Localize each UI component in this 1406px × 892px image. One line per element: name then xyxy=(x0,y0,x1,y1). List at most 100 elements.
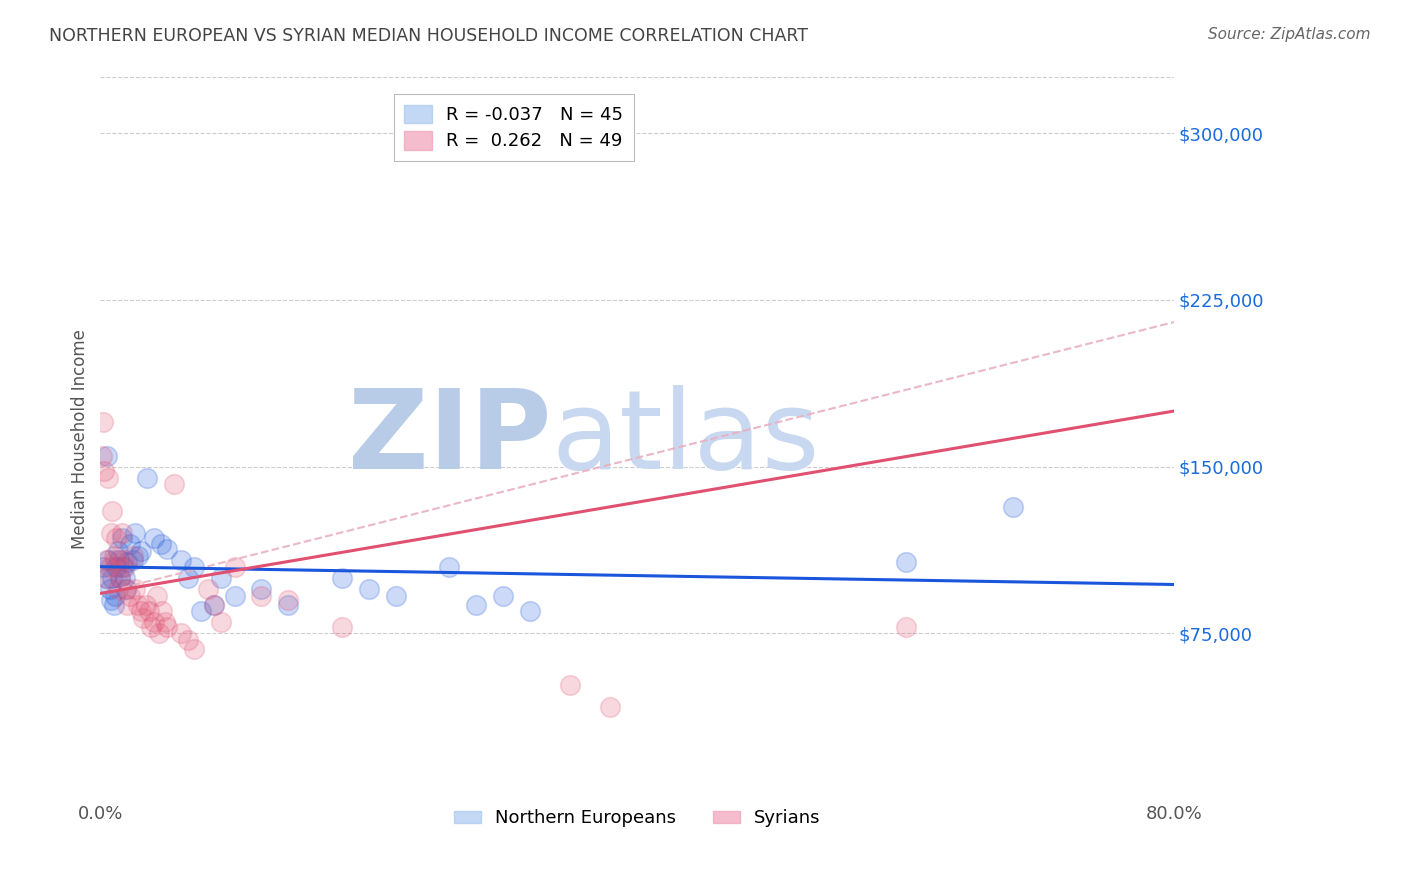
Point xyxy=(111,526,134,541)
Point xyxy=(599,699,621,714)
Point xyxy=(115,555,138,569)
Point xyxy=(894,555,917,569)
Point xyxy=(156,541,179,556)
Point xyxy=(150,604,173,618)
Point xyxy=(118,589,141,603)
Point xyxy=(204,598,226,612)
Point xyxy=(190,604,212,618)
Point xyxy=(110,571,132,585)
Point xyxy=(91,559,114,574)
Point xyxy=(138,604,160,618)
Point xyxy=(465,598,488,612)
Point xyxy=(127,549,149,563)
Point xyxy=(250,582,273,596)
Point xyxy=(94,553,117,567)
Point xyxy=(136,471,159,485)
Point xyxy=(141,620,163,634)
Point xyxy=(97,471,120,485)
Point xyxy=(121,553,143,567)
Point xyxy=(156,620,179,634)
Point xyxy=(101,504,124,518)
Point xyxy=(143,615,166,630)
Point xyxy=(129,604,152,618)
Point xyxy=(439,559,461,574)
Point xyxy=(91,415,114,429)
Point xyxy=(100,593,122,607)
Point xyxy=(153,615,176,630)
Legend: Northern Europeans, Syrians: Northern Europeans, Syrians xyxy=(447,802,828,835)
Point xyxy=(96,571,118,585)
Point xyxy=(104,589,127,603)
Point xyxy=(93,464,115,478)
Point xyxy=(127,598,149,612)
Point xyxy=(90,449,112,463)
Point xyxy=(135,598,157,612)
Point xyxy=(110,571,132,585)
Point xyxy=(277,598,299,612)
Point xyxy=(115,582,138,596)
Point xyxy=(124,582,146,596)
Point xyxy=(170,626,193,640)
Point xyxy=(204,598,226,612)
Point xyxy=(197,582,219,596)
Point xyxy=(111,531,134,545)
Point xyxy=(224,589,246,603)
Point xyxy=(143,531,166,545)
Point xyxy=(114,571,136,585)
Point xyxy=(114,559,136,574)
Point xyxy=(96,449,118,463)
Point xyxy=(115,598,138,612)
Point xyxy=(129,544,152,558)
Point xyxy=(103,598,125,612)
Point xyxy=(103,549,125,563)
Point xyxy=(98,582,121,596)
Point xyxy=(112,553,135,567)
Point xyxy=(183,642,205,657)
Point xyxy=(277,593,299,607)
Point xyxy=(170,553,193,567)
Point xyxy=(132,611,155,625)
Point xyxy=(100,526,122,541)
Point xyxy=(118,537,141,551)
Point xyxy=(176,571,198,585)
Point xyxy=(105,559,128,574)
Text: NORTHERN EUROPEAN VS SYRIAN MEDIAN HOUSEHOLD INCOME CORRELATION CHART: NORTHERN EUROPEAN VS SYRIAN MEDIAN HOUSE… xyxy=(49,27,808,45)
Point xyxy=(145,589,167,603)
Point xyxy=(330,571,353,585)
Point xyxy=(163,477,186,491)
Point xyxy=(112,559,135,574)
Point xyxy=(149,537,172,551)
Point xyxy=(94,571,117,585)
Text: atlas: atlas xyxy=(551,385,820,492)
Y-axis label: Median Household Income: Median Household Income xyxy=(72,329,89,549)
Point xyxy=(384,589,406,603)
Point xyxy=(115,582,138,596)
Point xyxy=(97,553,120,567)
Point xyxy=(209,571,232,585)
Point xyxy=(105,531,128,545)
Point xyxy=(107,582,129,596)
Point xyxy=(183,559,205,574)
Point xyxy=(124,526,146,541)
Point xyxy=(894,620,917,634)
Point xyxy=(519,604,541,618)
Point xyxy=(108,559,131,574)
Point xyxy=(209,615,232,630)
Point xyxy=(108,553,131,567)
Point xyxy=(492,589,515,603)
Point xyxy=(176,633,198,648)
Point xyxy=(558,677,581,691)
Point xyxy=(107,544,129,558)
Point xyxy=(101,571,124,585)
Text: ZIP: ZIP xyxy=(347,385,551,492)
Point xyxy=(148,626,170,640)
Point xyxy=(330,620,353,634)
Point xyxy=(224,559,246,574)
Point xyxy=(104,553,127,567)
Text: Source: ZipAtlas.com: Source: ZipAtlas.com xyxy=(1208,27,1371,42)
Point xyxy=(121,549,143,563)
Point xyxy=(357,582,380,596)
Point xyxy=(98,559,121,574)
Point xyxy=(250,589,273,603)
Point xyxy=(1002,500,1025,514)
